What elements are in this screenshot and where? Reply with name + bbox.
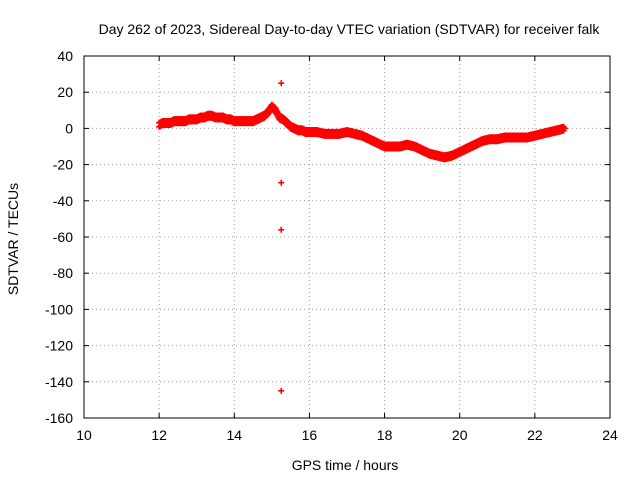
y-tick-label: 20 [57,84,73,100]
y-tick-label: -160 [45,410,73,426]
data-point [278,179,285,186]
x-tick-label: 22 [527,427,543,443]
y-axis-label: SDTVAR / TECUs [5,183,21,295]
y-tick-label: -140 [45,374,73,390]
y-tick-label: 0 [65,120,73,136]
x-axis-label: GPS time / hours [292,457,399,473]
y-tick-label: -100 [45,301,73,317]
y-tick-label: -40 [53,193,73,209]
y-tick-label: -80 [53,265,73,281]
x-tick-label: 20 [452,427,468,443]
y-tick-label: -20 [53,157,73,173]
chart-title: Day 262 of 2023, Sidereal Day-to-day VTE… [99,21,601,37]
x-tick-label: 14 [226,427,242,443]
y-tick-label: 40 [57,48,73,64]
data-point [278,80,285,87]
data-point [561,125,568,132]
data-points [156,80,568,394]
y-tick-label: -120 [45,338,73,354]
x-tick-label: 16 [302,427,318,443]
x-tick-label: 18 [377,427,393,443]
x-tick-label: 10 [76,427,92,443]
x-tick-label: 12 [151,427,167,443]
axis-ticks: 10 12 14 16 18 20 22 24 40 20 0 -20 -40 -60 -80 -100 -12… [45,48,618,443]
x-tick-label: 24 [602,427,618,443]
data-point [278,387,285,394]
data-point [278,226,285,233]
y-tick-label: -60 [53,229,73,245]
